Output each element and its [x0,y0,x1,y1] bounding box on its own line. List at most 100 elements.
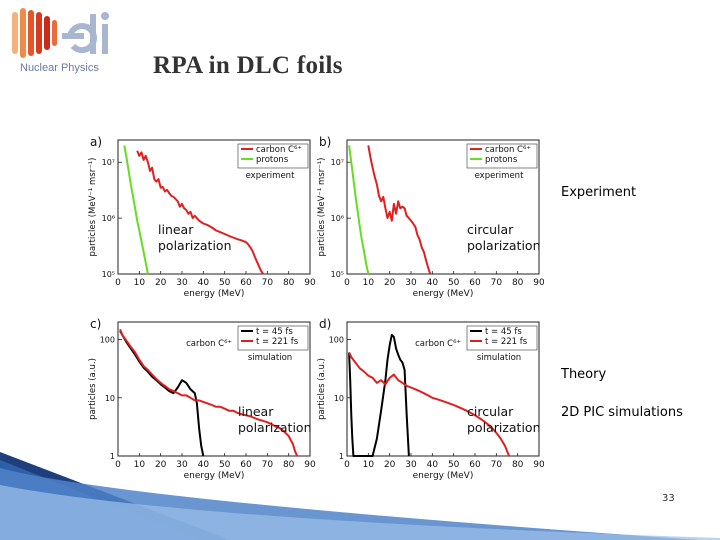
legend-entry: t = 45 fs [256,327,293,337]
x-tick-label: 20 [155,460,167,470]
y-tick-label: 10⁶ [331,214,344,223]
x-tick-label: 40 [427,460,439,470]
x-tick-label: 10 [134,278,146,288]
x-tick-label: 30 [176,460,188,470]
x-tick-label: 50 [448,278,460,288]
polarization-annotation: polarization [238,420,312,435]
legend-note: simulation [477,353,521,363]
x-axis-label: energy (MeV) [184,471,245,481]
x-tick-label: 0 [115,278,121,288]
series-line-1 [119,330,205,457]
x-axis-label: energy (MeV) [184,289,245,299]
legend-entry: t = 221 fs [485,337,528,347]
y-tick-label: 10⁵ [102,270,115,279]
experiment-label: Experiment [561,185,637,200]
x-tick-label: 60 [240,460,252,470]
y-tick-label: 100 [100,336,115,345]
species-annotation: carbon C⁶⁺ [186,339,232,349]
x-tick-label: 90 [304,460,316,470]
y-tick-label: 10 [105,394,115,403]
y-tick-label: 10 [334,394,344,403]
polarization-annotation: linear [158,222,194,237]
x-axis-label: energy (MeV) [413,289,474,299]
x-tick-label: 90 [304,278,316,288]
slide-title: RPA in DLC foils [153,52,343,79]
panel-letter: d) [319,317,331,331]
x-tick-label: 40 [427,278,439,288]
legend-note: experiment [246,171,295,181]
x-tick-label: 80 [512,278,524,288]
y-axis-label: particles (a.u.) [317,358,327,420]
series-line-1 [367,145,432,275]
x-tick-label: 0 [344,460,350,470]
x-tick-label: 50 [448,460,460,470]
polarization-annotation: polarization [467,238,541,253]
x-tick-label: 20 [384,278,396,288]
y-tick-label: 10⁵ [331,270,344,279]
y-tick-label: 10⁷ [331,158,344,167]
theory-label: Theory [561,367,607,382]
x-tick-label: 10 [363,278,375,288]
slide-decoration [0,452,720,540]
legend-entry: carbon C⁶⁺ [256,145,302,155]
series-line-2 [348,351,511,457]
x-tick-label: 50 [219,278,231,288]
legend-entry: protons [256,155,289,165]
x-tick-label: 60 [240,278,252,288]
legend-entry: t = 45 fs [485,327,522,337]
chart-panel-3: 0 10 20 30 40 50 60 70 80 90 1 10 100 energy (MeV) par… [88,317,316,481]
polarization-annotation: circular [467,404,514,419]
series-line-1 [348,333,410,457]
x-tick-label: 10 [134,460,146,470]
panel-letter: c) [90,317,101,331]
x-tick-label: 70 [262,278,274,288]
x-tick-label: 70 [262,460,274,470]
y-axis-label: particles (a.u.) [88,358,98,420]
x-tick-label: 10 [363,460,375,470]
species-annotation: carbon C⁶⁺ [415,339,461,349]
x-tick-label: 60 [469,460,481,470]
pic-simulations-label: 2D PIC simulations [561,405,683,420]
series-line-1 [136,150,264,275]
y-tick-label: 10⁶ [102,214,115,223]
polarization-annotation: polarization [467,420,541,435]
x-tick-label: 90 [533,278,544,288]
y-tick-label: 1 [339,452,344,461]
logo-caption: Nuclear Physics [20,62,99,74]
x-tick-label: 90 [533,460,544,470]
series-line-2 [348,145,370,275]
x-tick-label: 30 [176,278,188,288]
legend-entry: carbon C⁶⁺ [485,145,531,155]
legend-entry: protons [485,155,518,165]
legend-entry: t = 221 fs [256,337,299,347]
y-axis-label: particles (MeV⁻¹ msr⁻¹) [88,158,98,257]
page-number: 33 [662,493,675,504]
panel-letter: b) [319,135,331,149]
x-tick-label: 70 [491,278,503,288]
polarization-annotation: polarization [158,238,232,253]
eli-logo-icon [12,8,109,58]
series-line-2 [123,145,149,275]
x-tick-label: 70 [491,460,503,470]
x-tick-label: 40 [198,460,210,470]
polarization-annotation: circular [467,222,514,237]
x-tick-label: 0 [115,460,121,470]
x-tick-label: 50 [219,460,231,470]
x-tick-label: 40 [198,278,210,288]
x-tick-label: 80 [283,460,295,470]
y-tick-label: 10⁷ [102,158,115,167]
chart-panel-4: 0 10 20 30 40 50 60 70 80 90 1 10 100 energy (MeV) par… [317,317,544,481]
x-tick-label: 20 [384,460,396,470]
x-tick-label: 80 [283,278,295,288]
y-tick-label: 1 [110,452,115,461]
x-tick-label: 0 [344,278,350,288]
series-line-2 [119,328,299,457]
panel-letter: a) [90,135,102,149]
legend-note: simulation [248,353,292,363]
chart-panel-1: 0 10 20 30 40 50 60 70 80 90 10⁵ 10⁶ 10⁷ energy (MeV)… [88,135,316,299]
chart-panel-2: 0 10 20 30 40 50 60 70 80 90 10⁵ 10⁶ 10⁷ energy (MeV)… [317,135,544,299]
x-tick-label: 80 [512,460,524,470]
legend-note: experiment [475,171,524,181]
y-axis-label: particles (MeV⁻¹ msr⁻¹) [317,158,327,257]
